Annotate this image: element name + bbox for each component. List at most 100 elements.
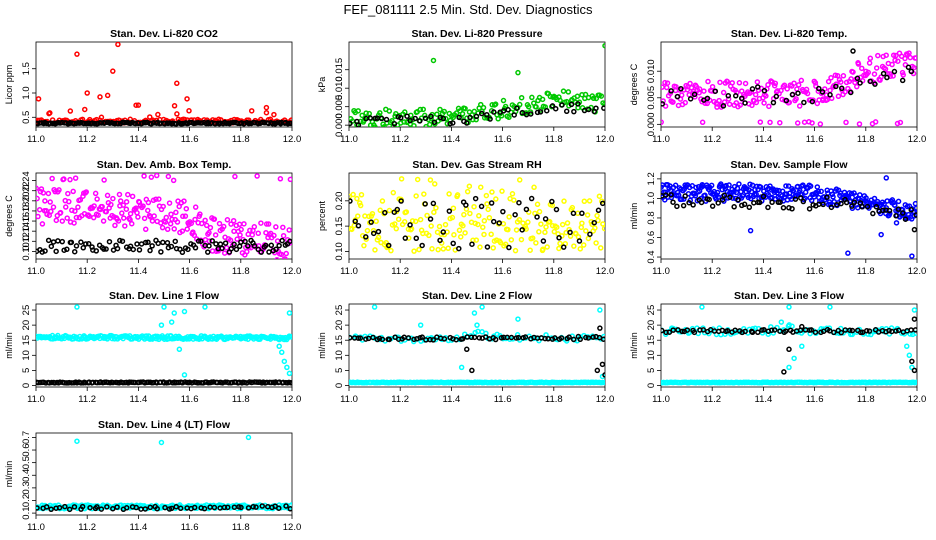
data-point bbox=[176, 346, 183, 353]
data-point bbox=[599, 361, 605, 368]
data-point bbox=[478, 101, 484, 108]
data-point bbox=[551, 228, 558, 235]
data-point bbox=[670, 199, 676, 205]
data-point bbox=[467, 210, 473, 217]
data-point bbox=[104, 504, 110, 510]
data-point bbox=[43, 504, 50, 510]
data-point bbox=[662, 79, 668, 86]
data-point bbox=[288, 334, 292, 340]
data-point bbox=[375, 228, 382, 235]
data-point bbox=[492, 336, 499, 343]
data-point bbox=[493, 196, 499, 202]
data-point bbox=[287, 176, 292, 183]
data-point bbox=[370, 230, 377, 237]
data-point bbox=[799, 323, 805, 330]
data-point bbox=[163, 214, 170, 221]
data-point bbox=[747, 227, 754, 234]
data-point bbox=[583, 228, 589, 234]
data-point bbox=[168, 211, 174, 217]
data-point bbox=[357, 335, 364, 341]
data-point bbox=[286, 227, 292, 233]
data-point bbox=[692, 193, 699, 199]
data-point bbox=[82, 106, 88, 113]
data-point bbox=[518, 236, 525, 243]
data-point bbox=[236, 221, 243, 228]
data-point bbox=[749, 86, 756, 92]
data-point bbox=[265, 221, 272, 227]
x-tick-label: 12.0 bbox=[596, 394, 615, 405]
data-point bbox=[36, 185, 39, 192]
data-point bbox=[895, 327, 902, 334]
data-point bbox=[197, 211, 203, 217]
data-point bbox=[287, 506, 292, 512]
data-point bbox=[581, 107, 588, 114]
data-point bbox=[155, 240, 161, 247]
x-tick-label: 11.4 bbox=[443, 134, 461, 145]
data-point bbox=[223, 244, 230, 251]
x-tick-label: 11.4 bbox=[443, 394, 461, 405]
data-point bbox=[845, 250, 851, 256]
data-point bbox=[48, 208, 54, 215]
data-point bbox=[213, 241, 219, 247]
data-point bbox=[519, 227, 525, 233]
data-point bbox=[471, 334, 478, 341]
data-point bbox=[569, 204, 576, 211]
data-point bbox=[42, 248, 48, 254]
data-point bbox=[809, 120, 815, 126]
points-layer bbox=[36, 434, 292, 513]
x-tick-label: 11.4 bbox=[130, 134, 148, 145]
data-point bbox=[786, 364, 792, 371]
data-point bbox=[742, 80, 749, 87]
data-point bbox=[238, 239, 244, 245]
data-point bbox=[47, 199, 53, 205]
y-tick-label: 0.005 bbox=[646, 86, 657, 110]
data-point bbox=[839, 85, 845, 92]
data-point bbox=[571, 108, 577, 115]
data-point bbox=[599, 200, 605, 207]
data-point bbox=[769, 199, 775, 206]
data-point bbox=[534, 214, 540, 220]
data-point bbox=[890, 52, 897, 58]
y-tick-label: 15 bbox=[646, 335, 657, 346]
data-point bbox=[133, 205, 139, 211]
data-point bbox=[92, 190, 99, 197]
data-point bbox=[413, 193, 419, 199]
data-point bbox=[485, 206, 491, 213]
data-point bbox=[908, 68, 915, 75]
data-point bbox=[818, 188, 824, 195]
data-point bbox=[140, 203, 146, 209]
data-point bbox=[752, 91, 759, 98]
data-point bbox=[552, 335, 558, 341]
data-point bbox=[479, 304, 485, 310]
data-point bbox=[492, 101, 499, 107]
data-point bbox=[277, 176, 284, 182]
data-point bbox=[430, 337, 436, 343]
chart-panel-8: Stan. Dev. Line 2 Flow 11.0 11.2 11.4 11.6 11… bbox=[317, 290, 614, 405]
data-point bbox=[883, 175, 890, 181]
data-point bbox=[249, 232, 256, 238]
points-layer bbox=[661, 304, 917, 386]
panel-title: Stan. Dev. Li-820 CO2 bbox=[110, 28, 218, 40]
data-point bbox=[398, 176, 405, 182]
data-point bbox=[598, 93, 605, 99]
data-point bbox=[691, 329, 698, 336]
y-tick-label: 15 bbox=[334, 335, 345, 346]
data-point bbox=[259, 503, 265, 509]
data-point bbox=[865, 69, 872, 76]
data-point bbox=[505, 107, 511, 113]
data-point bbox=[737, 102, 743, 108]
data-point bbox=[153, 196, 159, 202]
data-point bbox=[147, 504, 153, 511]
data-point bbox=[349, 120, 353, 127]
data-point bbox=[525, 219, 531, 225]
data-point bbox=[911, 316, 917, 322]
data-point bbox=[859, 65, 865, 72]
data-point bbox=[57, 209, 64, 216]
data-point bbox=[721, 192, 728, 199]
data-point bbox=[893, 220, 900, 226]
data-point bbox=[540, 238, 547, 244]
data-point bbox=[72, 175, 79, 181]
y-tick-label: 25 bbox=[646, 305, 657, 316]
data-point bbox=[184, 226, 190, 232]
